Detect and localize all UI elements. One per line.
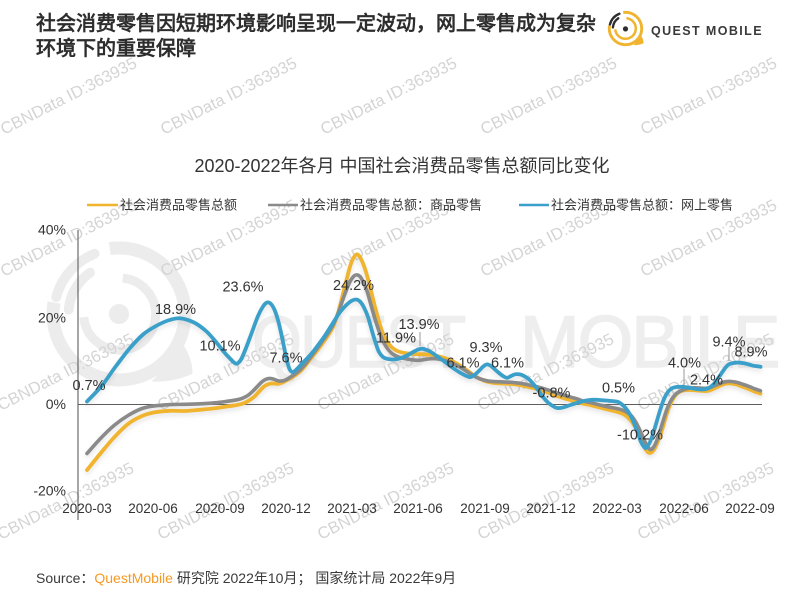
svg-text:2021-06: 2021-06 (393, 501, 443, 516)
svg-text:9.3%: 9.3% (469, 340, 502, 356)
svg-text:MOBILE: MOBILE (520, 302, 779, 383)
svg-text:2020-09: 2020-09 (195, 501, 245, 516)
svg-text:8.9%: 8.9% (734, 345, 767, 361)
svg-text:2021-12: 2021-12 (526, 501, 576, 516)
svg-text:0%: 0% (46, 396, 66, 412)
svg-text:6.1%: 6.1% (491, 356, 524, 372)
svg-text:-10.2%: -10.2% (617, 428, 663, 444)
svg-text:社会消费品零售总额：网上零售: 社会消费品零售总额：网上零售 (551, 198, 733, 213)
svg-text:10.1%: 10.1% (199, 339, 240, 355)
svg-text:20%: 20% (38, 310, 66, 326)
svg-text:13.9%: 13.9% (398, 317, 439, 333)
svg-text:2022-03: 2022-03 (592, 501, 642, 516)
svg-text:2020-2022年各月 中国社会消费品零售总额同比变化: 2020-2022年各月 中国社会消费品零售总额同比变化 (194, 156, 609, 176)
svg-text:-20%: -20% (33, 483, 66, 499)
svg-text:2021-09: 2021-09 (460, 501, 510, 516)
svg-text:9.4%: 9.4% (712, 335, 745, 351)
svg-text:4.0%: 4.0% (668, 356, 701, 372)
svg-text:11.9%: 11.9% (376, 331, 416, 347)
svg-text:QUEST MOBILE: QUEST MOBILE (651, 24, 763, 38)
svg-text:社会消费品零售总额：商品零售: 社会消费品零售总额：商品零售 (300, 198, 482, 213)
svg-text:7.6%: 7.6% (269, 351, 302, 367)
svg-text:2022-06: 2022-06 (659, 501, 709, 516)
svg-text:23.6%: 23.6% (222, 280, 263, 296)
svg-text:2022-09: 2022-09 (725, 501, 775, 516)
svg-text:40%: 40% (38, 222, 66, 238)
svg-text:社会消费品零售总额: 社会消费品零售总额 (120, 198, 237, 213)
svg-text:2020-06: 2020-06 (128, 501, 178, 516)
svg-text:0.5%: 0.5% (602, 381, 635, 397)
svg-text:6.1%: 6.1% (446, 356, 479, 372)
svg-text:QUEST: QUEST (252, 301, 465, 383)
svg-text:2020-12: 2020-12 (261, 501, 311, 516)
svg-text:2020-03: 2020-03 (62, 501, 112, 516)
svg-text:0.7%: 0.7% (72, 378, 105, 394)
svg-text:2.4%: 2.4% (690, 373, 723, 389)
svg-text:社会消费零售因短期环境影响呈现一定波动，网上零售成为复杂: 社会消费零售因短期环境影响呈现一定波动，网上零售成为复杂 (35, 11, 596, 35)
svg-text:18.9%: 18.9% (155, 302, 196, 318)
svg-text:2021-03: 2021-03 (327, 501, 377, 516)
svg-text:Source：QuestMobile 研究院 2022年10: Source：QuestMobile 研究院 2022年10月； 国家统计局 2… (36, 570, 456, 587)
svg-text:24.2%: 24.2% (333, 278, 374, 294)
svg-text:环境下的重要保障: 环境下的重要保障 (36, 36, 196, 60)
svg-text:-0.8%: -0.8% (533, 386, 571, 402)
